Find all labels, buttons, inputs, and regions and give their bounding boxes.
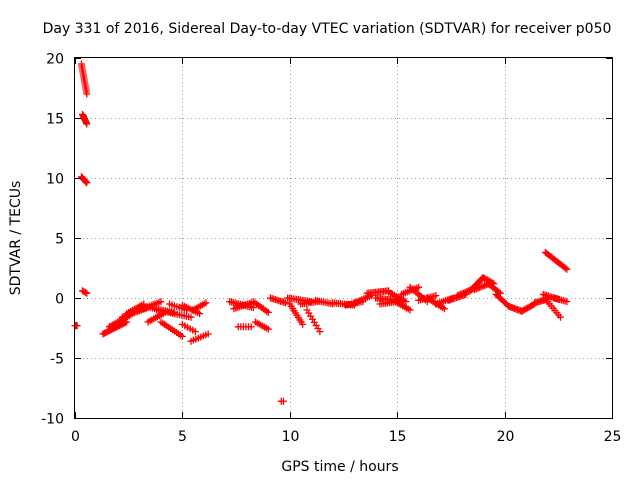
data-point	[415, 283, 423, 291]
x-tick-label: 5	[178, 429, 187, 445]
x-tick-label: 0	[71, 429, 80, 445]
data-point	[476, 284, 484, 292]
data-point	[178, 332, 186, 340]
data-point	[463, 288, 471, 296]
x-tick-label: 10	[282, 429, 300, 445]
data-point	[460, 289, 468, 297]
data-point	[263, 307, 271, 315]
data-point	[453, 292, 461, 300]
x-tick-label: 20	[497, 429, 515, 445]
data-point	[561, 264, 569, 272]
y-tick-label: 10	[46, 172, 64, 188]
x-tick-label: 15	[389, 429, 407, 445]
data-point	[432, 292, 440, 300]
data-point	[196, 310, 204, 318]
data-point	[472, 285, 480, 293]
data-point	[458, 290, 466, 298]
chart-title: Day 331 of 2016, Sidereal Day-to-day VTE…	[43, 21, 612, 37]
data-point	[187, 313, 195, 321]
data-points	[71, 60, 571, 405]
y-tick-label: -5	[50, 352, 64, 368]
data-point	[82, 178, 90, 186]
data-point	[316, 328, 324, 336]
data-point	[279, 397, 287, 405]
data-point	[479, 282, 487, 290]
data-point	[477, 283, 485, 291]
data-point	[264, 325, 272, 333]
grid-lines	[75, 58, 612, 418]
data-point	[83, 90, 91, 98]
y-tick-label: 5	[55, 232, 64, 248]
data-point	[474, 284, 482, 292]
y-axis-title: SDTVAR / TECUs	[8, 181, 24, 296]
data-point	[406, 306, 414, 314]
data-point	[83, 179, 91, 187]
y-tick-label: 0	[55, 292, 64, 308]
data-point	[456, 290, 464, 298]
data-point	[204, 330, 212, 338]
y-tick-label: -10	[41, 412, 64, 428]
data-point	[157, 298, 165, 306]
data-point	[563, 298, 571, 306]
plot-frame	[74, 57, 613, 419]
data-point	[556, 313, 564, 321]
data-point	[83, 120, 91, 128]
tick-labels: 0 5 10 15 20 25 -10 -5 0 5 10 15 20	[41, 52, 621, 446]
data-point	[81, 288, 89, 296]
data-point	[123, 318, 131, 326]
data-point	[247, 323, 255, 331]
x-axis-title: GPS time / hours	[281, 459, 398, 475]
y-tick-label: 20	[46, 52, 64, 68]
data-point	[264, 308, 272, 316]
data-point	[282, 299, 290, 307]
data-point	[402, 298, 410, 306]
data-point	[249, 304, 257, 312]
data-point	[481, 282, 489, 290]
data-point	[455, 291, 463, 299]
data-point	[299, 320, 307, 328]
y-tick-label: 15	[46, 112, 64, 128]
data-point	[471, 286, 479, 294]
data-point	[191, 328, 199, 336]
data-point	[563, 265, 571, 273]
data-point	[440, 305, 448, 313]
data-point	[461, 288, 469, 296]
data-point	[202, 299, 210, 307]
x-tick-label: 25	[604, 429, 622, 445]
data-point	[83, 289, 91, 297]
axis-ticks	[75, 58, 613, 419]
